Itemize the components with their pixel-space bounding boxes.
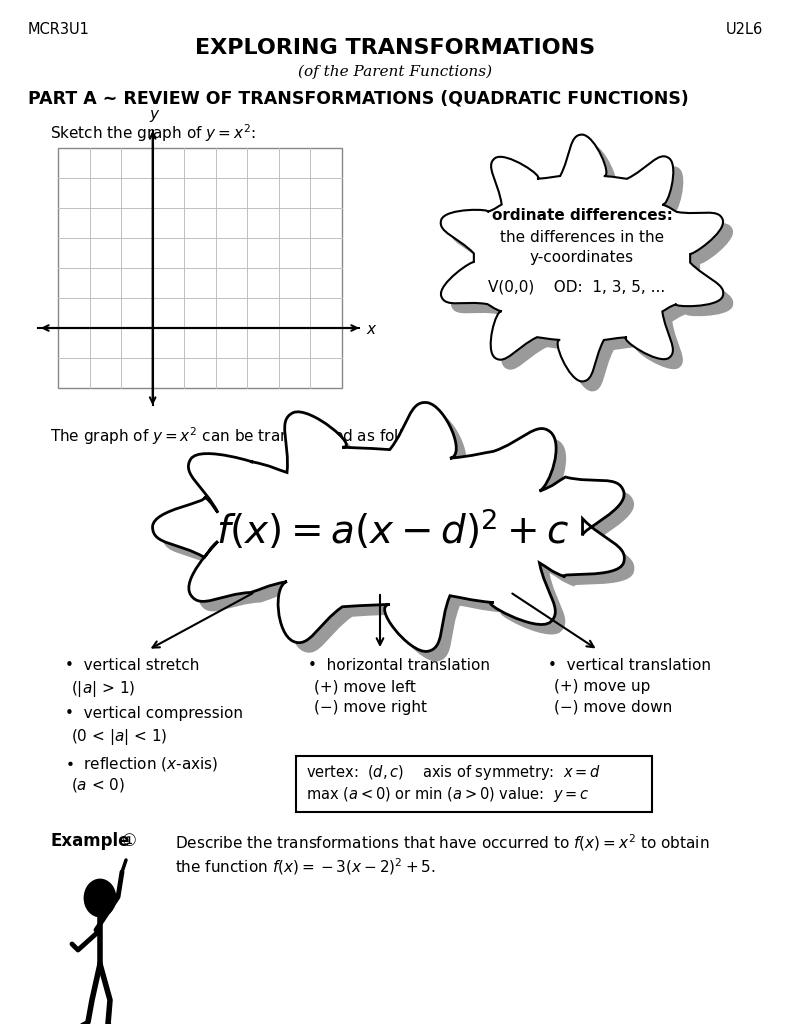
- Text: •  vertical stretch: • vertical stretch: [65, 658, 199, 673]
- Text: max $(a < 0)$ or min $(a > 0)$ value:  $y = c$: max $(a < 0)$ or min $(a > 0)$ value: $y…: [306, 785, 589, 804]
- Text: (+) move up: (+) move up: [554, 679, 650, 694]
- Text: $y$: $y$: [149, 108, 161, 124]
- PathPatch shape: [441, 134, 723, 381]
- Text: •  reflection ($x$-axis): • reflection ($x$-axis): [65, 755, 218, 772]
- Text: ①: ①: [122, 831, 137, 850]
- Text: The graph of $y = x^2$ can be transformed as follows:: The graph of $y = x^2$ can be transforme…: [50, 425, 437, 446]
- Text: ($a$ < 0): ($a$ < 0): [71, 775, 125, 794]
- Text: •  vertical translation: • vertical translation: [548, 658, 711, 673]
- Text: (−) move down: (−) move down: [554, 700, 672, 715]
- Text: U2L6: U2L6: [726, 22, 763, 37]
- Text: (−) move right: (−) move right: [314, 700, 427, 715]
- Text: Example: Example: [50, 831, 130, 850]
- Text: (0 < |$a$| < 1): (0 < |$a$| < 1): [71, 727, 168, 748]
- Text: ordinate differences:: ordinate differences:: [491, 208, 672, 223]
- Bar: [58, 148, 342, 388]
- Text: MCR3U1: MCR3U1: [28, 22, 90, 37]
- Text: $f(x) = a(x-d)^2 + c$: $f(x) = a(x-d)^2 + c$: [216, 508, 570, 552]
- Text: V(0,0)    OD:  1, 3, 5, ...: V(0,0) OD: 1, 3, 5, ...: [488, 280, 665, 295]
- Text: the function $f(x) = -3(x-2)^2 + 5$.: the function $f(x) = -3(x-2)^2 + 5$.: [175, 856, 436, 877]
- Text: $x$: $x$: [366, 322, 377, 337]
- Text: •  horizontal translation: • horizontal translation: [308, 658, 490, 673]
- Text: (of the Parent Functions): (of the Parent Functions): [298, 65, 492, 80]
- Text: Sketch the graph of $y = x^2$:: Sketch the graph of $y = x^2$:: [50, 122, 255, 143]
- Text: •  vertical compression: • vertical compression: [65, 707, 243, 721]
- Text: (+) move left: (+) move left: [314, 679, 416, 694]
- Ellipse shape: [85, 880, 115, 916]
- PathPatch shape: [163, 413, 634, 662]
- Text: Describe the transformations that have occurred to $f(x) = x^2$ to obtain: Describe the transformations that have o…: [175, 831, 710, 853]
- Text: (|$a$| > 1): (|$a$| > 1): [71, 679, 135, 699]
- Bar: [296, 756, 652, 812]
- Text: EXPLORING TRANSFORMATIONS: EXPLORING TRANSFORMATIONS: [195, 38, 595, 58]
- Text: y-coordinates: y-coordinates: [530, 250, 634, 265]
- Text: vertex:  $(d,c)$    axis of symmetry:  $x = d$: vertex: $(d,c)$ axis of symmetry: $x = d…: [306, 763, 601, 782]
- PathPatch shape: [153, 402, 624, 651]
- Text: PART A ~ REVIEW OF TRANSFORMATIONS (QUADRATIC FUNCTIONS): PART A ~ REVIEW OF TRANSFORMATIONS (QUAD…: [28, 90, 689, 108]
- Text: the differences in the: the differences in the: [500, 230, 664, 245]
- PathPatch shape: [451, 144, 733, 391]
